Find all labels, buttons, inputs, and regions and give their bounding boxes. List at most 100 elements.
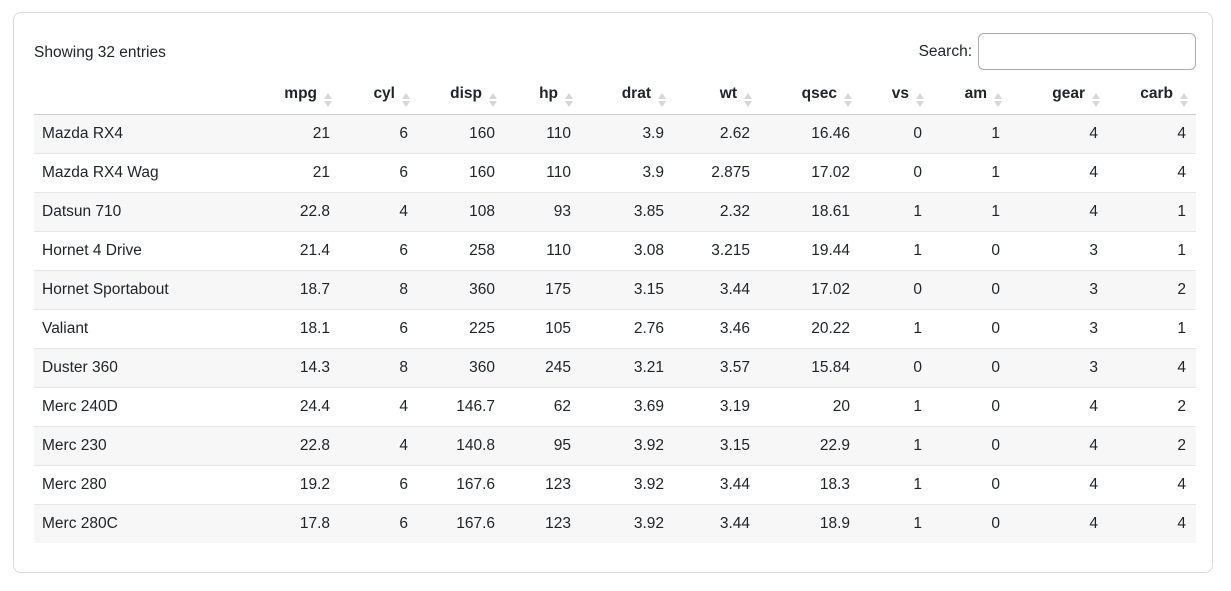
search-input[interactable] bbox=[978, 33, 1196, 70]
data-cell: 3.44 bbox=[674, 465, 760, 505]
data-cell: 123 bbox=[505, 465, 581, 505]
column-header-mpg[interactable]: mpg bbox=[260, 80, 340, 115]
data-cell: 3 bbox=[1010, 231, 1108, 271]
data-cell: 0 bbox=[932, 231, 1010, 271]
sort-icon bbox=[994, 93, 1002, 107]
data-cell: 8 bbox=[340, 348, 418, 388]
column-header-drat[interactable]: drat bbox=[581, 80, 674, 115]
column-header-am[interactable]: am bbox=[932, 80, 1010, 115]
data-table: mpg cyl disp hp drat wt qsec vs am gear carb Mazda… bbox=[34, 80, 1196, 543]
column-header-vs[interactable]: vs bbox=[860, 80, 932, 115]
column-header-cyl[interactable]: cyl bbox=[340, 80, 418, 115]
data-cell: 3.85 bbox=[581, 192, 674, 232]
column-header-rowname[interactable] bbox=[34, 80, 260, 115]
data-cell: 6 bbox=[340, 309, 418, 349]
data-cell: 4 bbox=[1010, 192, 1108, 232]
data-cell: 3.19 bbox=[674, 387, 760, 427]
data-cell: 4 bbox=[1108, 465, 1196, 505]
data-cell: 24.4 bbox=[260, 387, 340, 427]
data-cell: 6 bbox=[399, 125, 408, 142]
table-container: mpg cyl disp hp drat wt qsec vs am gear carb Mazda… bbox=[34, 80, 1196, 562]
column-header-hp[interactable]: hp bbox=[505, 80, 581, 115]
data-cell: 3.57 bbox=[674, 348, 760, 388]
data-cell: 4 bbox=[1010, 387, 1108, 427]
data-cell: 4 bbox=[1010, 426, 1108, 466]
data-cell: 3.08 bbox=[581, 231, 674, 271]
sort-icon bbox=[658, 93, 666, 107]
data-cell: 2 bbox=[1108, 387, 1196, 427]
data-cell: 4 bbox=[1108, 504, 1196, 543]
column-header-qsec[interactable]: qsec bbox=[760, 80, 860, 115]
data-cell: 1 bbox=[860, 309, 932, 349]
data-cell: 15.84 bbox=[760, 348, 860, 388]
data-cell: 4 bbox=[1089, 125, 1098, 142]
table-row: Mazda RX4 Wag 21 6 160 110 3.9 2.875 17.02 0 1 4 4 bbox=[34, 153, 1196, 193]
data-cell: 22.8 bbox=[260, 426, 340, 466]
data-cell: 0 bbox=[932, 309, 1010, 349]
column-label: drat bbox=[621, 85, 651, 102]
data-cell: 3.92 bbox=[581, 465, 674, 505]
data-cell: 245 bbox=[505, 348, 581, 388]
row-name-cell: Hornet 4 Drive bbox=[34, 231, 260, 271]
data-cell: 0 bbox=[932, 270, 1010, 310]
data-cell: 1 bbox=[991, 125, 1000, 142]
data-cell: 3.15 bbox=[581, 270, 674, 310]
data-cell: 3.215 bbox=[674, 231, 760, 271]
datatable-card: Showing 32 entries Search: mpg cyl disp hp d… bbox=[13, 12, 1213, 573]
column-header-wt[interactable]: wt bbox=[674, 80, 760, 115]
row-name-cell: Duster 360 bbox=[34, 348, 260, 388]
data-cell: 4 bbox=[1010, 153, 1108, 193]
row-name-cell: Hornet Sportabout bbox=[34, 270, 260, 310]
data-cell: 20.22 bbox=[760, 309, 860, 349]
data-cell: 3 bbox=[1010, 270, 1108, 310]
row-name-cell: Valiant bbox=[34, 309, 260, 349]
data-cell: 2.76 bbox=[581, 309, 674, 349]
data-cell: 21 bbox=[260, 153, 340, 193]
data-cell: 22.8 bbox=[260, 192, 340, 232]
data-cell: 4 bbox=[1108, 153, 1196, 193]
data-cell: 3 bbox=[1010, 309, 1108, 349]
data-cell: 1 bbox=[860, 192, 932, 232]
column-header-carb[interactable]: carb bbox=[1108, 80, 1196, 115]
table-row: Mazda RX4 21 6 160 110 3.9 2.62 16.46 0 1 4 4 bbox=[34, 114, 1196, 154]
data-cell: 3.9 bbox=[581, 153, 674, 193]
search-control: Search: bbox=[919, 33, 1196, 70]
data-cell: 110 bbox=[546, 125, 571, 142]
data-cell: 14.3 bbox=[260, 348, 340, 388]
sort-icon bbox=[489, 93, 497, 107]
data-cell: 21 bbox=[312, 125, 330, 142]
search-label: Search: bbox=[918, 42, 972, 60]
entries-info: Showing 32 entries bbox=[34, 44, 166, 61]
data-cell: 160 bbox=[418, 153, 505, 193]
table-row: Duster 360 14.3 8 360 245 3.21 3.57 15.84 0 0 3 4 bbox=[34, 348, 1196, 388]
column-header-gear[interactable]: gear bbox=[1010, 80, 1108, 115]
data-cell: 17.02 bbox=[760, 270, 860, 310]
data-cell: 95 bbox=[505, 426, 581, 466]
data-cell: 140.8 bbox=[418, 426, 505, 466]
sort-icon bbox=[1180, 93, 1188, 107]
data-cell: 167.6 bbox=[418, 465, 505, 505]
column-label: mpg bbox=[284, 85, 317, 102]
data-cell: 19.2 bbox=[260, 465, 340, 505]
row-name-cell: Merc 240D bbox=[34, 387, 260, 427]
sort-icon bbox=[916, 93, 924, 107]
data-cell: 0 bbox=[932, 348, 1010, 388]
row-name-cell: Merc 230 bbox=[34, 426, 260, 466]
data-cell: 4 bbox=[1177, 125, 1186, 142]
data-cell: 18.9 bbox=[760, 504, 860, 543]
data-cell: 1 bbox=[1108, 192, 1196, 232]
data-cell: 8 bbox=[340, 270, 418, 310]
sort-icon bbox=[744, 93, 752, 107]
column-label: disp bbox=[450, 85, 482, 102]
column-label: gear bbox=[1052, 85, 1085, 102]
data-cell: 110 bbox=[505, 153, 581, 193]
data-cell: 167.6 bbox=[418, 504, 505, 543]
row-name-cell: Merc 280C bbox=[34, 504, 260, 543]
column-header-disp[interactable]: disp bbox=[418, 80, 505, 115]
sort-icon bbox=[565, 93, 573, 107]
data-cell: 3.15 bbox=[674, 426, 760, 466]
data-cell: 1 bbox=[1108, 309, 1196, 349]
data-cell: 1 bbox=[860, 387, 932, 427]
data-cell: 4 bbox=[340, 192, 418, 232]
data-cell: 93 bbox=[505, 192, 581, 232]
